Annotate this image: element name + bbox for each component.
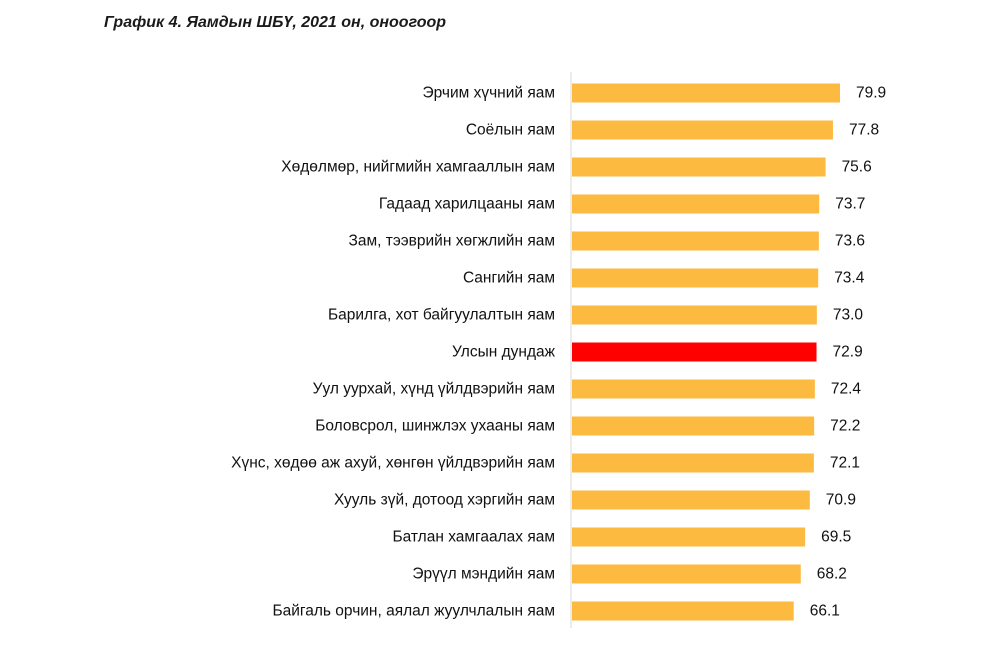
bar — [572, 120, 833, 140]
bar — [572, 527, 806, 547]
value-label: 70.9 — [826, 492, 856, 509]
value-label: 79.9 — [856, 85, 886, 102]
category-label: Соёлын яам — [466, 122, 555, 139]
bar — [572, 564, 801, 584]
value-label: 77.8 — [849, 122, 879, 139]
category-label: Хөдөлмөр, нийгмийн хамгааллын яам — [281, 159, 555, 176]
value-label: 73.7 — [835, 196, 865, 213]
value-label: 66.1 — [810, 603, 840, 620]
bar — [572, 490, 810, 510]
category-label: Улсын дундаж — [452, 344, 556, 361]
category-label: Батлан хамгаалах яам — [392, 529, 555, 546]
value-label: 72.9 — [833, 344, 863, 361]
bar — [572, 305, 817, 325]
bar — [572, 83, 840, 103]
category-label: Гадаад харилцааны яам — [379, 196, 555, 213]
chart-title: График 4. Яамдын ШБҮ, 2021 он, оноогоор — [104, 14, 447, 31]
value-labels-group: 79.9 77.8 75.6 73.7 73.6 73.4 73.0 72.9 72.4 72.2… — [810, 85, 886, 620]
value-label: 68.2 — [817, 566, 847, 583]
value-label: 69.5 — [821, 529, 851, 546]
category-label: Сангийн яам — [463, 270, 555, 287]
bar — [572, 268, 819, 288]
bar — [572, 342, 817, 362]
bar — [572, 157, 826, 177]
bars-group — [572, 83, 840, 621]
bar — [572, 601, 794, 621]
bar — [572, 194, 820, 214]
bar — [572, 416, 815, 436]
value-label: 75.6 — [842, 159, 872, 176]
category-label: Зам, тээврийн хөгжлийн яам — [349, 233, 556, 250]
category-label: Эрчим хүчний яам — [422, 85, 555, 102]
value-label: 73.4 — [834, 270, 865, 287]
category-labels-group: Эрчим хүчний яам Соёлын яам Хөдөлмөр, нийг… — [231, 85, 555, 620]
bar — [572, 453, 814, 473]
bar — [572, 379, 815, 399]
category-label: Хүнс, хөдөө аж ахуй, хөнгөн үйлдвэрийн я… — [231, 455, 555, 472]
category-label: Уул уурхай, хүнд үйлдвэрийн яам — [313, 381, 555, 398]
category-label: Эрүүл мэндийн яам — [412, 566, 555, 583]
value-label: 73.6 — [835, 233, 865, 250]
category-label: Байгаль орчин, аялал жуулчлалын яам — [272, 603, 555, 620]
value-label: 72.4 — [831, 381, 862, 398]
category-label: Барилга, хот байгуулалтын яам — [328, 307, 555, 324]
bar — [572, 231, 819, 251]
value-label: 72.1 — [830, 455, 860, 472]
category-label: Хууль зүй, дотоод хэргийн яам — [334, 492, 555, 509]
value-label: 72.2 — [830, 418, 860, 435]
category-label: Боловсрол, шинжлэх ухааны яам — [315, 418, 555, 435]
value-label: 73.0 — [833, 307, 864, 324]
